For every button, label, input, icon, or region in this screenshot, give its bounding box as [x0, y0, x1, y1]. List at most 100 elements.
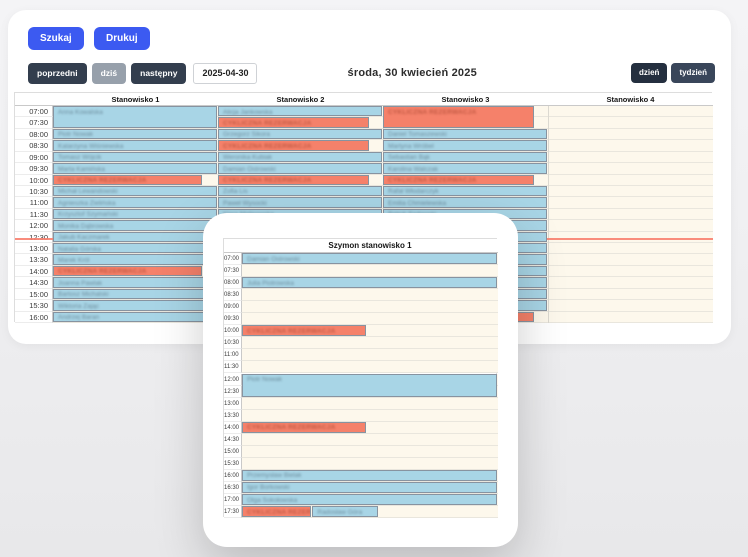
time-label: 14:00	[224, 421, 242, 434]
booking-block[interactable]: Daniel Tomaszewski	[383, 128, 547, 140]
booking-block[interactable]: Michał Lewandowski	[53, 185, 217, 197]
time-label: 10:00	[15, 174, 53, 186]
booking-label: Agnieszka Zielińska	[58, 199, 116, 207]
column-divider	[548, 106, 549, 323]
today-button[interactable]: dziś	[91, 62, 127, 84]
date-input[interactable]	[193, 62, 258, 84]
search-button[interactable]: Szukaj	[28, 27, 84, 50]
booking-block[interactable]: Rafał Włodarczyk	[383, 185, 547, 197]
time-label: 13:30	[15, 254, 53, 266]
time-label: 16:00	[15, 311, 53, 323]
booking-label: Michał Lewandowski	[58, 188, 118, 196]
time-label: 15:30	[15, 300, 53, 312]
schedule-row	[242, 265, 498, 278]
time-label: 08:30	[15, 140, 53, 152]
booking-label: Grzegorz Sikora	[223, 131, 270, 139]
time-column-header	[224, 239, 242, 253]
booking-label: Zofia Lis	[223, 188, 248, 196]
booking-block[interactable]: Jakub Kaczmarek	[53, 231, 217, 243]
booking-label: CYKLICZNA REZERWACJA	[247, 327, 336, 335]
booking-block[interactable]: Zofia Lis	[218, 185, 382, 197]
time-label: 11:00	[224, 349, 242, 362]
time-label: 13:00	[15, 243, 53, 255]
time-label: 07:30	[224, 265, 242, 278]
time-label: 16:00	[224, 469, 242, 482]
booking-label: Olga Sokołowska	[247, 496, 298, 504]
time-label: 07:00	[15, 106, 53, 118]
time-label: 11:00	[15, 197, 53, 209]
previous-day-button[interactable]: poprzedni	[28, 62, 87, 84]
schedule-row	[242, 361, 498, 374]
booking-block[interactable]: Tomasz Wójcik	[53, 151, 217, 163]
booking-block[interactable]: Agnieszka Zielińska	[53, 197, 217, 208]
recurring-reservation-block[interactable]: CYKLICZNA REZERWACJA	[218, 140, 369, 151]
booking-label: Przemysław Bielak	[247, 472, 302, 480]
booking-label: Sebastian Bąk	[388, 154, 430, 162]
booking-label: Daniel Tomaszewski	[388, 131, 447, 139]
booking-block[interactable]: Emilia Chmielewska	[383, 197, 547, 208]
recurring-reservation-block[interactable]: CYKLICZNA REZERWACJA	[242, 325, 367, 337]
booking-label: Weronika Kubiak	[223, 154, 273, 162]
schedule-row	[242, 409, 498, 422]
booking-block[interactable]: Radosław Góra	[312, 506, 378, 518]
booking-block[interactable]: Piotr Nowak	[242, 373, 497, 397]
booking-block[interactable]: Piotr Nowak	[53, 128, 217, 140]
time-label: 14:30	[224, 433, 242, 446]
booking-block[interactable]: Sebastian Bąk	[383, 151, 547, 163]
booking-block[interactable]: Julia Piotrowska	[242, 277, 497, 289]
booking-block[interactable]: Krzysztof Szymański	[53, 208, 217, 220]
booking-block[interactable]: Olga Sokołowska	[242, 494, 497, 506]
booking-block[interactable]: Igor Borkowski	[242, 481, 497, 493]
schedule-row	[242, 397, 498, 410]
recurring-reservation-block[interactable]: CYKLICZNA REZERWACJA	[218, 117, 369, 128]
station-column-header[interactable]: Stanowisko 3	[383, 93, 548, 106]
time-label: 09:30	[224, 313, 242, 326]
booking-label: Julia Piotrowska	[247, 279, 294, 287]
booking-block[interactable]: Damian Ostrowski	[218, 163, 382, 174]
recurring-reservation-block[interactable]: CYKLICZNA REZERWACJA	[242, 506, 312, 518]
print-button[interactable]: Drukuj	[94, 27, 150, 50]
recurring-reservation-block[interactable]: CYKLICZNA REZERWACJA	[53, 174, 203, 185]
booking-block[interactable]: Damian Ostrowski	[242, 253, 497, 265]
schedule-row	[242, 301, 498, 314]
booking-block[interactable]: Przemysław Bielak	[242, 469, 497, 481]
current-date-title: środa, 30 kwiecień 2025	[347, 67, 477, 79]
booking-label: CYKLICZNA REZERWACJA	[58, 268, 147, 276]
booking-block[interactable]: Joanna Pawlak	[53, 277, 217, 288]
station-column-header[interactable]: Stanowisko 4	[548, 93, 713, 106]
time-label: 11:30	[15, 208, 53, 221]
booking-block[interactable]: Katarzyna Wiśniewska	[53, 140, 217, 151]
station-column-header[interactable]: Stanowisko 1	[53, 93, 218, 106]
station-column-header[interactable]: Stanowisko 2	[218, 93, 383, 106]
booking-block[interactable]: Weronika Kubiak	[218, 151, 382, 163]
day-view-button[interactable]: dzień	[630, 63, 668, 83]
next-day-button[interactable]: następny	[131, 62, 187, 84]
booking-block[interactable]: Anna Kowalska	[53, 106, 217, 128]
booking-block[interactable]: Natalia Górska	[53, 243, 217, 254]
recurring-reservation-block[interactable]: CYKLICZNA REZERWACJA	[242, 421, 367, 433]
date-toolbar: poprzedni dziś następny środa, 30 kwieci…	[28, 62, 715, 84]
booking-label: Radosław Góra	[317, 508, 363, 516]
recurring-reservation-block[interactable]: CYKLICZNA REZERWACJA	[218, 174, 369, 185]
time-label: 11:30	[224, 361, 242, 374]
time-label: 10:30	[224, 337, 242, 350]
booking-block[interactable]: Andrzej Baran	[53, 311, 217, 322]
booking-block[interactable]: Wiktoria Zając	[53, 300, 217, 311]
booking-label: CYKLICZNA REZERWACJA	[223, 119, 312, 127]
week-view-button[interactable]: tydzień	[671, 63, 715, 83]
booking-block[interactable]: Grzegorz Sikora	[218, 128, 382, 140]
booking-block[interactable]: Alicja Jankowska	[218, 106, 382, 117]
booking-block[interactable]: Marek Król	[53, 254, 217, 265]
booking-block[interactable]: Martyna Wróbel	[383, 140, 547, 151]
booking-label: Damian Ostrowski	[223, 165, 276, 173]
booking-label: Joanna Pawlak	[58, 279, 103, 287]
recurring-reservation-block[interactable]: CYKLICZNA REZERWACJA	[53, 265, 203, 277]
recurring-reservation-block[interactable]: CYKLICZNA REZERWACJA	[383, 106, 534, 128]
booking-block[interactable]: Bartosz Michalski	[53, 288, 217, 300]
booking-block[interactable]: Monika Dąbrowska	[53, 220, 217, 231]
booking-block[interactable]: Karolina Walczak	[383, 163, 547, 174]
booking-block[interactable]: Paweł Wysocki	[218, 197, 382, 208]
recurring-reservation-block[interactable]: CYKLICZNA REZERWACJA	[383, 174, 534, 185]
schedule-row	[242, 457, 498, 470]
booking-block[interactable]: Marta Kamińska	[53, 163, 217, 174]
